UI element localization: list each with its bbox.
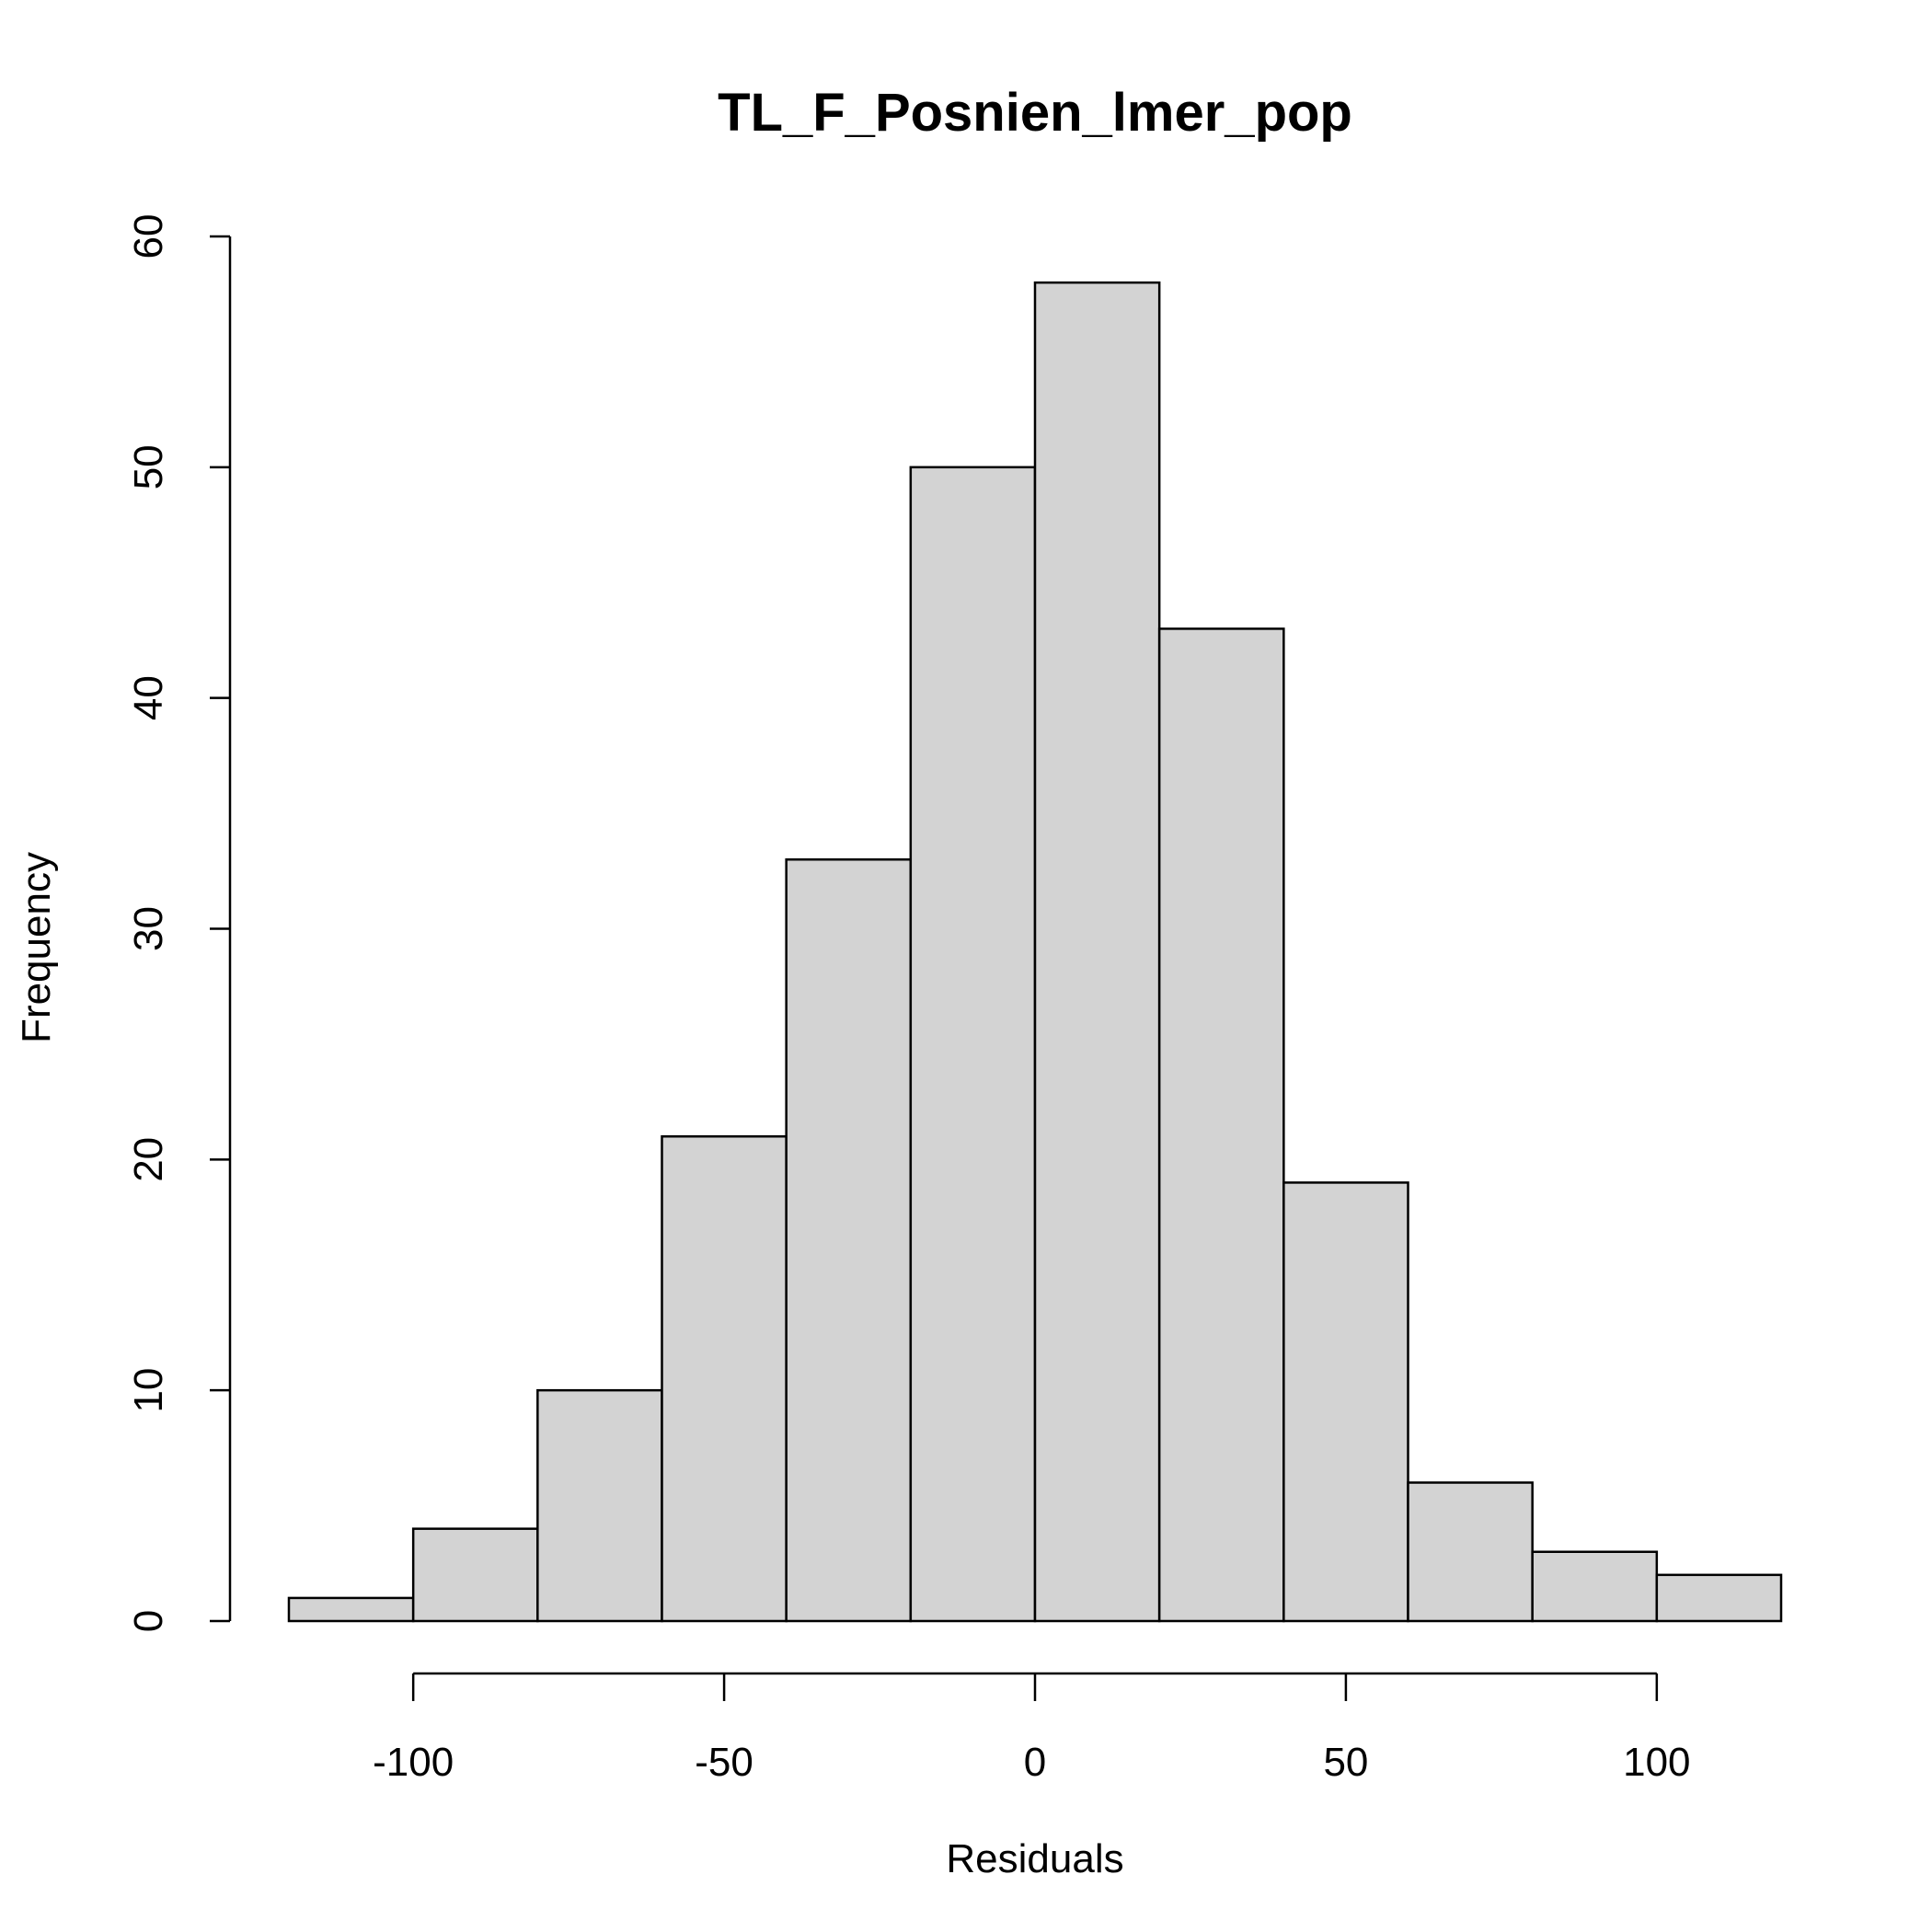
histogram-bar (1407, 1481, 1534, 1623)
y-tick-label: 10 (126, 1368, 171, 1413)
histogram-bar (1655, 1573, 1783, 1623)
histogram-bar (1157, 627, 1285, 1623)
chart-title: TL_F_Posnien_lmer_pop (718, 83, 1352, 143)
x-axis: -100 -50 0 50 100 (373, 1672, 1691, 1785)
x-tick-label: -50 (695, 1740, 753, 1785)
x-tick-label: 0 (1024, 1740, 1046, 1785)
histogram-bar (1282, 1181, 1409, 1623)
y-tick-label: 20 (126, 1137, 171, 1182)
histogram-bar (1531, 1550, 1659, 1623)
histogram-bar (785, 858, 913, 1623)
y-tick-label: 60 (126, 214, 171, 259)
y-axis: 0 10 20 30 40 50 60 (126, 214, 232, 1632)
x-tick-label: 50 (1323, 1740, 1368, 1785)
y-tick-label: 50 (126, 444, 171, 489)
histogram-bar (411, 1527, 539, 1623)
y-tick-label: 0 (126, 1610, 171, 1632)
histogram-bar (1033, 281, 1161, 1623)
histogram-bars (287, 281, 1783, 1623)
histogram-bar (287, 1596, 415, 1623)
x-tick-label: -100 (373, 1740, 454, 1785)
histogram-bar (536, 1388, 663, 1623)
y-tick-label: 40 (126, 675, 171, 720)
x-tick-label: 100 (1623, 1740, 1690, 1785)
histogram-bar (661, 1135, 788, 1623)
x-axis-label: Residuals (946, 1836, 1123, 1881)
y-tick-label: 30 (126, 906, 171, 951)
histogram-bar (909, 466, 1037, 1623)
y-axis-label: Frequency (14, 852, 59, 1043)
